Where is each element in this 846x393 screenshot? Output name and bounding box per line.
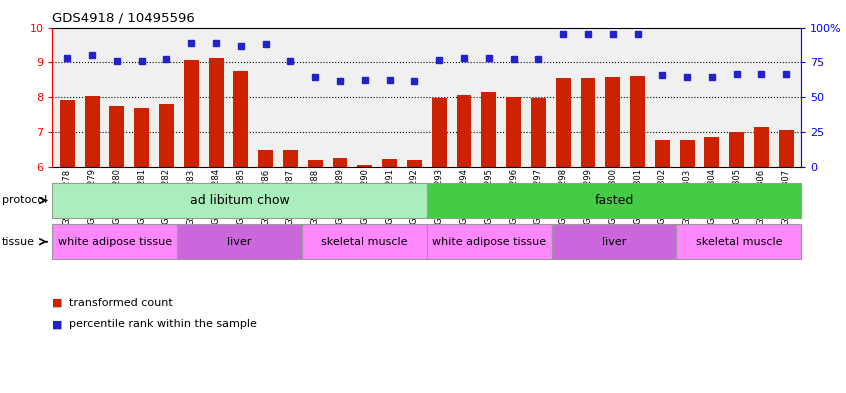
Bar — [60, 100, 74, 167]
Text: percentile rank within the sample: percentile rank within the sample — [69, 319, 257, 329]
Bar — [481, 92, 497, 167]
Bar — [655, 140, 670, 167]
Bar — [779, 130, 794, 167]
Bar — [159, 103, 174, 167]
Bar — [283, 150, 298, 167]
Bar — [531, 97, 546, 167]
Bar — [382, 159, 397, 167]
Bar — [407, 160, 422, 167]
Bar — [135, 108, 149, 167]
Text: white adipose tissue: white adipose tissue — [58, 237, 172, 247]
Text: skeletal muscle: skeletal muscle — [695, 237, 782, 247]
Bar — [109, 106, 124, 167]
Bar — [233, 71, 249, 167]
Text: white adipose tissue: white adipose tissue — [432, 237, 547, 247]
Bar — [85, 96, 100, 167]
Bar — [209, 58, 223, 167]
Text: liver: liver — [602, 237, 626, 247]
Bar — [258, 150, 273, 167]
Bar — [705, 138, 719, 167]
Text: ad libitum chow: ad libitum chow — [190, 194, 289, 207]
Bar — [357, 165, 372, 167]
Bar — [754, 127, 769, 167]
Bar — [605, 77, 620, 167]
Bar — [308, 160, 322, 167]
Bar — [679, 140, 695, 167]
Text: protocol: protocol — [2, 195, 47, 206]
Bar — [457, 95, 471, 167]
Text: GDS4918 / 10495596: GDS4918 / 10495596 — [52, 11, 195, 24]
Bar — [556, 78, 570, 167]
Bar — [729, 132, 744, 167]
Bar — [580, 78, 596, 167]
Text: transformed count: transformed count — [69, 298, 173, 308]
Text: liver: liver — [228, 237, 252, 247]
Text: fasted: fasted — [594, 194, 634, 207]
Text: ■: ■ — [52, 319, 63, 329]
Text: tissue: tissue — [2, 237, 35, 247]
Bar — [431, 97, 447, 167]
Text: ■: ■ — [52, 298, 63, 308]
Bar — [184, 60, 199, 167]
Text: skeletal muscle: skeletal muscle — [321, 237, 408, 247]
Bar — [332, 158, 348, 167]
Bar — [630, 76, 645, 167]
Bar — [506, 97, 521, 167]
